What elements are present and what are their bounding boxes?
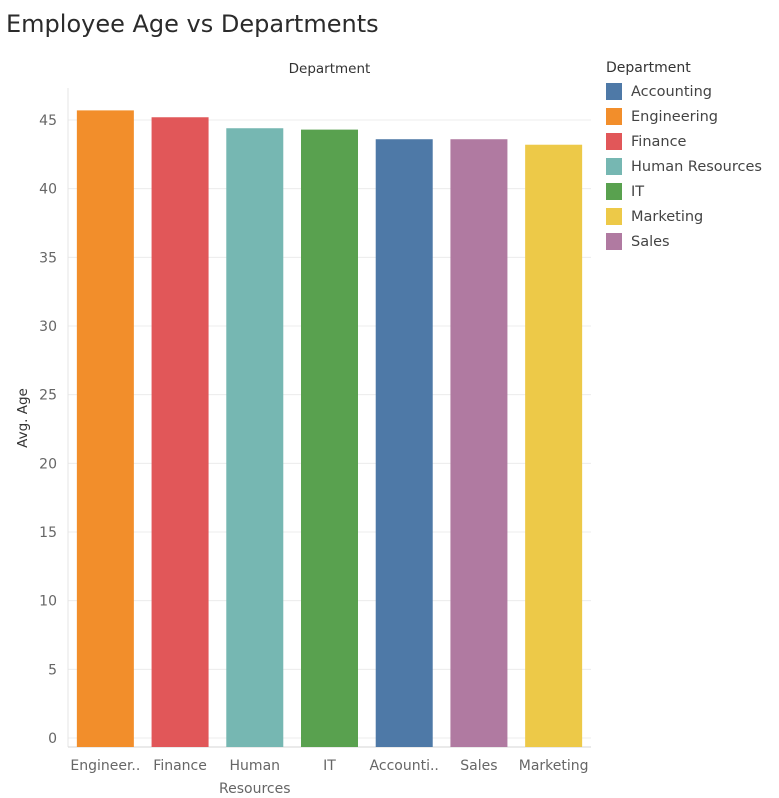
legend-label: Marketing bbox=[631, 208, 704, 225]
legend-label: Human Resources bbox=[631, 158, 762, 175]
legend-label: Engineering bbox=[631, 108, 718, 125]
legend-item: Marketing bbox=[606, 204, 762, 229]
legend-swatch bbox=[606, 158, 622, 175]
bar-it bbox=[301, 129, 358, 747]
bar-finance bbox=[151, 117, 209, 747]
y-tick-label: 25 bbox=[39, 388, 57, 404]
legend-label: IT bbox=[631, 183, 645, 200]
legend-swatch bbox=[606, 108, 622, 125]
bar-chart: 0 5 10 15 20 25 30 35 40 45 Department Avg. Age Engi… bbox=[15, 61, 591, 797]
x-tick-label: Accounti.. bbox=[370, 758, 439, 774]
legend-label: Accounting bbox=[631, 83, 712, 100]
legend-item: IT bbox=[606, 179, 762, 204]
legend-item: Accounting bbox=[606, 79, 762, 104]
y-tick-label: 35 bbox=[39, 250, 57, 266]
legend-swatch bbox=[606, 233, 622, 250]
y-tick-label: 10 bbox=[39, 594, 57, 610]
bar-engineering bbox=[76, 110, 134, 748]
legend-item: Human Resources bbox=[606, 154, 762, 179]
y-tick-label: 30 bbox=[39, 319, 57, 335]
legend-swatch bbox=[606, 183, 622, 200]
legend-label: Finance bbox=[631, 133, 687, 150]
legend-item: Finance bbox=[606, 129, 762, 154]
bar-human-resources bbox=[226, 128, 284, 748]
x-tick-label: Engineer.. bbox=[70, 758, 140, 774]
y-tick-label: 5 bbox=[48, 662, 57, 678]
x-tick-label: IT bbox=[323, 758, 336, 774]
legend-swatch bbox=[606, 83, 622, 100]
x-tick-label: Finance bbox=[153, 758, 207, 774]
y-tick-label: 45 bbox=[39, 113, 57, 129]
legend-label: Sales bbox=[631, 233, 670, 250]
bar-sales bbox=[450, 139, 508, 747]
y-tick-label: 20 bbox=[39, 456, 57, 472]
x-tick-label: Marketing bbox=[519, 758, 589, 774]
legend-items: Accounting Engineering Finance Human Resour… bbox=[606, 79, 762, 254]
chart-title: Employee Age vs Departments bbox=[6, 10, 379, 38]
bar-accounting bbox=[375, 139, 433, 747]
legend-swatch bbox=[606, 208, 622, 225]
legend: Department Accounting Engineering Finance H… bbox=[606, 60, 762, 254]
legend-swatch bbox=[606, 133, 622, 150]
x-tick-label: Resources bbox=[219, 781, 291, 797]
x-tick-label: Human bbox=[230, 758, 281, 774]
bar-marketing bbox=[525, 144, 583, 748]
x-tick-label: Sales bbox=[460, 758, 497, 774]
y-tick-label: 0 bbox=[48, 731, 57, 747]
legend-item: Engineering bbox=[606, 104, 762, 129]
y-axis-title: Avg. Age bbox=[15, 388, 31, 448]
legend-title: Department bbox=[606, 60, 691, 76]
y-tick-label: 15 bbox=[39, 525, 57, 541]
legend-item: Sales bbox=[606, 229, 762, 254]
column-header-label: Department bbox=[289, 61, 371, 77]
y-tick-label: 40 bbox=[39, 182, 57, 198]
